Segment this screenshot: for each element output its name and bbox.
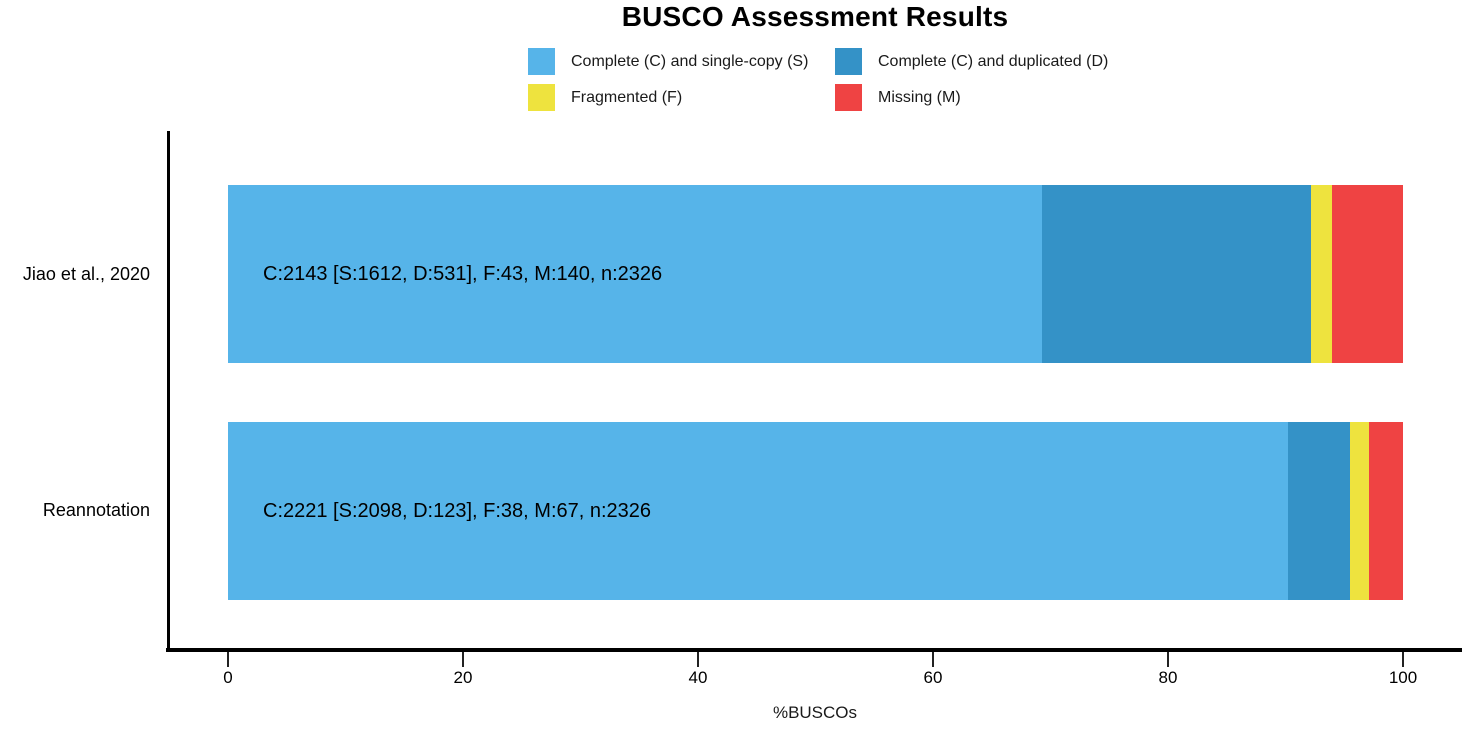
legend-swatch-fragmented <box>528 84 555 111</box>
x-axis-title: %BUSCOs <box>772 703 858 722</box>
x-axis-tick-label: 100 <box>1388 668 1418 687</box>
legend-swatch-missing <box>835 84 862 111</box>
bar-stats-label: C:2221 [S:2098, D:123], F:38, M:67, n:23… <box>263 499 652 522</box>
bar-segment-missing <box>1332 185 1403 363</box>
bar-segment-fragmented <box>1310 185 1333 363</box>
x-axis-tick-label: 0 <box>223 668 233 687</box>
legend-label: Fragmented (F) <box>571 88 683 106</box>
x-axis-tick-label: 60 <box>923 668 943 687</box>
legend-item-complete-duplicated: Complete (C) and duplicated (D) <box>835 48 1108 75</box>
legend-swatch-complete-single-copy <box>528 48 555 75</box>
legend-label: Complete (C) and single-copy (S) <box>571 52 809 70</box>
bar-segment-complete-single-copy <box>228 422 1288 600</box>
legend-item-missing: Missing (M) <box>835 84 961 111</box>
legend-label: Complete (C) and duplicated (D) <box>878 52 1109 70</box>
category-label: Reannotation <box>42 500 150 520</box>
x-axis-tick-mark <box>932 652 934 667</box>
bar-segment-complete-duplicated <box>1287 422 1350 600</box>
bar-row: C:2143 [S:1612, D:531], F:43, M:140, n:2… <box>228 185 1403 363</box>
y-axis-line <box>167 131 170 652</box>
x-axis-tick-label: 20 <box>453 668 473 687</box>
legend-item-complete-single-copy: Complete (C) and single-copy (S) <box>528 48 808 75</box>
legend-swatch-complete-duplicated <box>835 48 862 75</box>
bar-stats-label: C:2143 [S:1612, D:531], F:43, M:140, n:2… <box>263 262 663 285</box>
x-axis-tick-mark <box>1402 652 1404 667</box>
x-axis-tick-mark <box>227 652 229 667</box>
x-axis-tick-mark <box>1167 652 1169 667</box>
bar-segment-missing <box>1369 422 1403 600</box>
x-axis-tick-mark <box>462 652 464 667</box>
bar-segment-fragmented <box>1349 422 1370 600</box>
bar-segment-complete-duplicated <box>1042 185 1311 363</box>
chart-title: BUSCO Assessment Results <box>621 1 1009 32</box>
bar-row: C:2221 [S:2098, D:123], F:38, M:67, n:23… <box>228 422 1403 600</box>
x-axis-tick-label: 80 <box>1158 668 1178 687</box>
x-axis-tick-label: 40 <box>688 668 708 687</box>
category-label: Jiao et al., 2020 <box>22 264 150 284</box>
x-axis-tick-mark <box>697 652 699 667</box>
legend-label: Missing (M) <box>878 88 961 106</box>
x-axis-line <box>166 648 1462 652</box>
bar-segment-complete-single-copy <box>228 185 1043 363</box>
legend-item-fragmented: Fragmented (F) <box>528 84 682 111</box>
